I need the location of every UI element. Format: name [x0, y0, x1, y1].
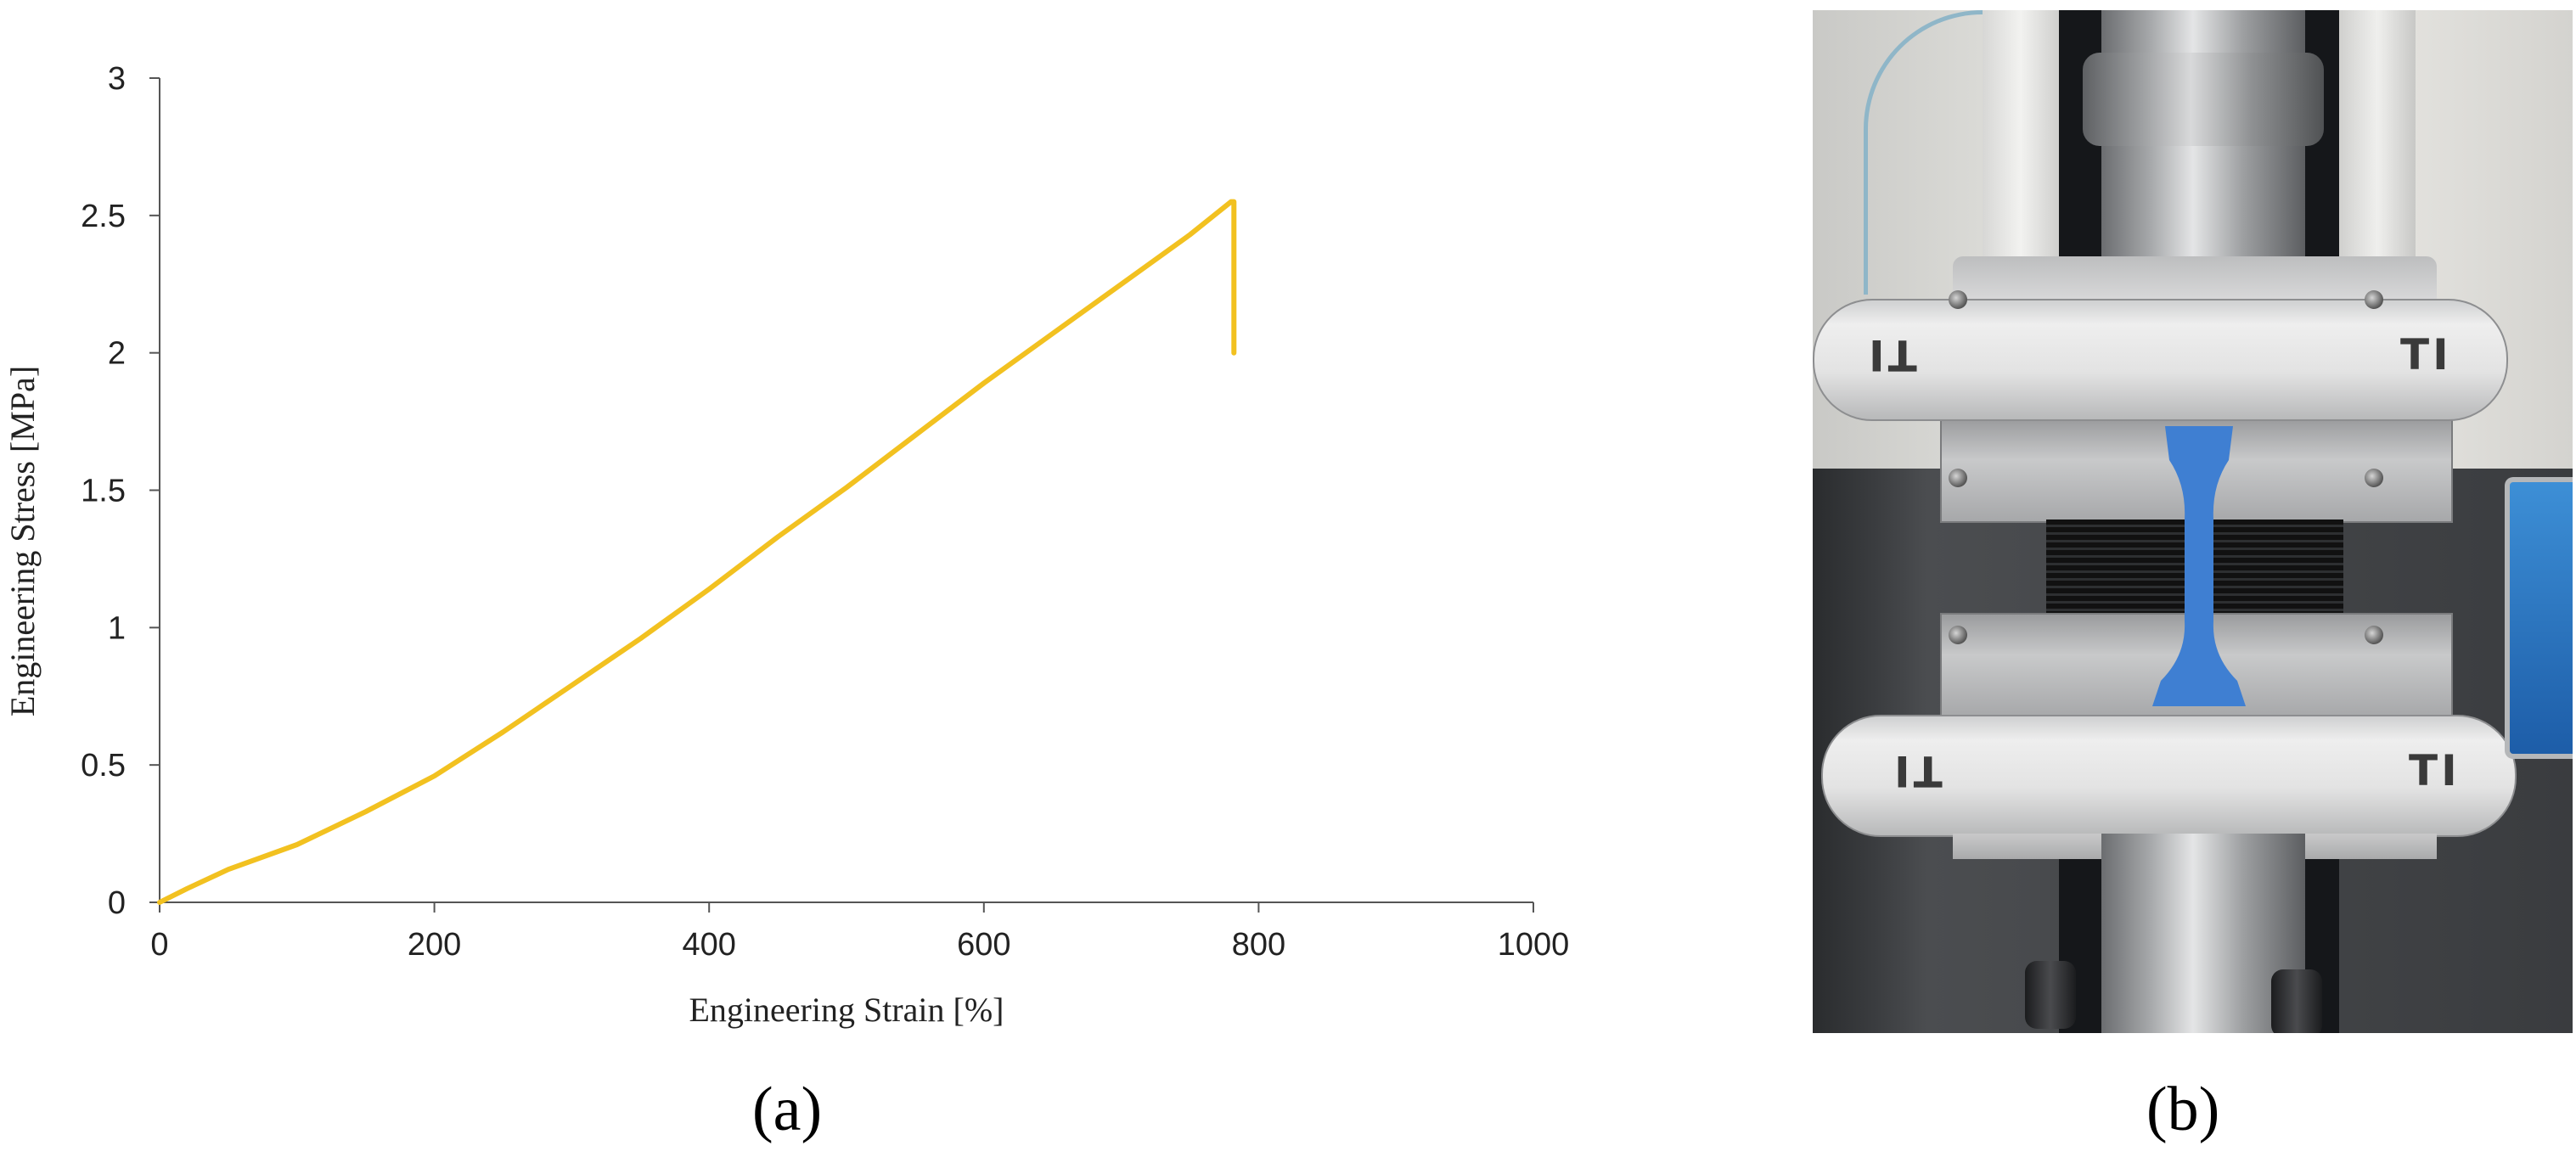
x-ticks: 0 200 400 600 800 1000 — [150, 902, 1569, 963]
grip-mark: TI — [2409, 746, 2461, 795]
screw-icon — [2365, 626, 2383, 644]
x-tick-label: 1000 — [1498, 927, 1570, 963]
x-axis-title: Engineering Strain [%] — [689, 991, 1004, 1029]
screw-icon — [1949, 469, 1967, 487]
x-tick-label: 800 — [1232, 927, 1285, 963]
stress-strain-chart: 0 0.5 1 1.5 2 2.5 3 0 200 400 600 800 1000 Engineer… — [3, 61, 1569, 1029]
y-tick-label: 1.5 — [81, 474, 126, 509]
y-tick-label: 3 — [108, 61, 126, 97]
photo-base-knob — [2271, 969, 2322, 1033]
series-line-0 — [157, 199, 1237, 905]
screw-icon — [1949, 290, 1967, 309]
y-tick-label: 1 — [108, 610, 126, 646]
y-tick-label: 2 — [108, 336, 126, 372]
y-axis-title: Engineering Stress [MPa] — [3, 366, 42, 716]
y-ticks: 0 0.5 1 1.5 2 2.5 3 — [81, 61, 160, 921]
x-tick-label: 0 — [150, 927, 168, 963]
x-tick-label: 600 — [957, 927, 1010, 963]
x-tick-label: 200 — [408, 927, 461, 963]
y-tick-label: 0 — [108, 885, 126, 921]
photo-upper-grip: TI TI — [1813, 299, 2508, 421]
panel-label-a: (a) — [752, 1075, 823, 1144]
grip-mark: TI — [1865, 330, 1917, 379]
screw-icon — [2365, 290, 2383, 309]
grip-mark: TI — [2400, 330, 2452, 379]
tensile-test-photo: TI TI TI TI — [1813, 10, 2573, 1033]
x-tick-label: 400 — [682, 927, 735, 963]
grip-mark: TI — [1891, 746, 1943, 795]
screw-icon — [2365, 469, 2383, 487]
screw-icon — [1949, 626, 1967, 644]
y-tick-label: 0.5 — [81, 748, 126, 784]
photo-column-right — [2339, 10, 2416, 299]
photo-base-knob — [2025, 961, 2076, 1029]
specimen-shape — [2152, 426, 2246, 706]
y-tick-label: 2.5 — [81, 199, 126, 234]
photo-specimen — [2152, 426, 2246, 706]
panel-label-b: (b) — [2146, 1075, 2220, 1144]
photo-control-screen — [2505, 477, 2573, 759]
photo-column-left — [1983, 10, 2059, 299]
photo-upper-collar — [2083, 53, 2324, 146]
series-layer — [157, 199, 1237, 905]
photo-lower-grip: TI TI — [1821, 715, 2517, 837]
